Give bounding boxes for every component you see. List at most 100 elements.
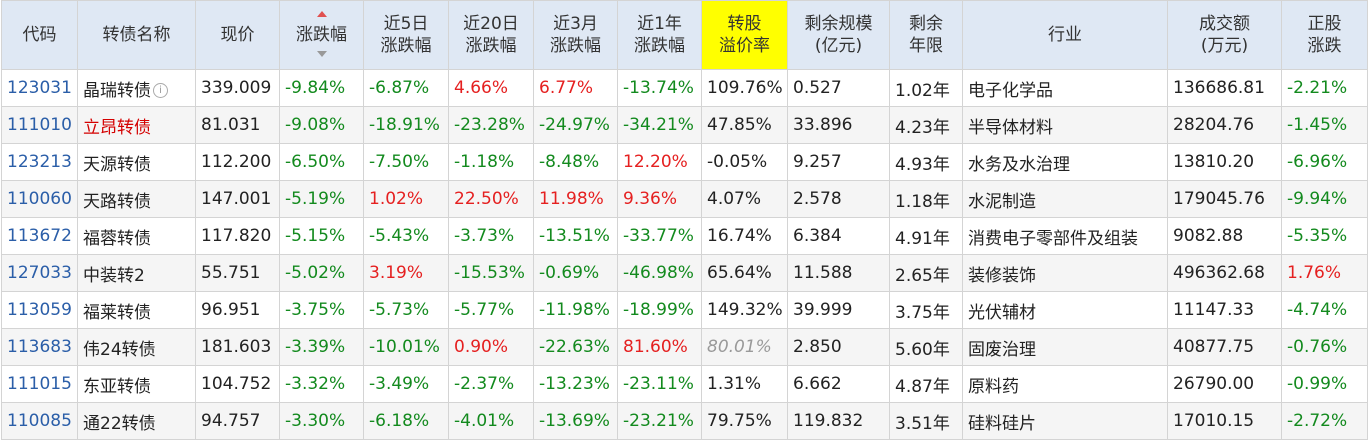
change-20d-cell: -4.01% [448, 402, 534, 440]
table-row[interactable]: 113059 福莱转债 96.951 -3.75% -5.73% -5.77% -11.98… [1, 291, 1368, 329]
change-20d-cell-text: 4.66% [454, 78, 509, 98]
header-1y-change[interactable]: 近1年 涨跌幅 [617, 0, 702, 70]
bond-code-link[interactable]: 113683 [1, 328, 78, 366]
table-row[interactable]: 111015 东亚转债 104.752 -3.32% -3.49% -2.37% -13.2… [1, 365, 1368, 403]
header-stock-change[interactable]: 正股 涨跌 [1281, 0, 1368, 70]
bond-name-link[interactable]: 天路转债 [77, 180, 196, 218]
volume-cell: 17010.15 [1167, 402, 1282, 440]
bond-code-link-text[interactable]: 127033 [7, 263, 72, 283]
sort-indicator: 涨跌幅 [296, 11, 347, 57]
header-industry-label: 行业 [1048, 25, 1082, 45]
header-3m-change[interactable]: 近3月 涨跌幅 [533, 0, 618, 70]
bond-code-link-text[interactable]: 113059 [7, 300, 72, 320]
bond-name-link-text[interactable]: 中装转2 [83, 265, 145, 286]
header-name-label: 转债名称 [102, 25, 171, 45]
table-row[interactable]: 110060 天路转债 147.001 -5.19% 1.02% 22.50% 11.98%… [1, 180, 1368, 218]
table-row[interactable]: 123213 天源转债 112.200 -6.50% -7.50% -1.18% -8.48… [1, 143, 1368, 181]
change-20d-cell: -23.28% [448, 106, 534, 144]
industry-cell-text: 原料药 [968, 376, 1019, 397]
change-3m-cell: 6.77% [533, 69, 618, 107]
header-volume[interactable]: 成交额 (万元) [1167, 0, 1282, 70]
price-cell-text: 94.757 [201, 411, 261, 431]
header-20d-change[interactable]: 近20日 涨跌幅 [448, 0, 534, 70]
bond-code-link-text[interactable]: 113683 [7, 337, 72, 357]
header-industry[interactable]: 行业 [962, 0, 1168, 70]
header-scale[interactable]: 剩余规模 (亿元) [787, 0, 890, 70]
bond-code-link[interactable]: 123031 [1, 69, 78, 107]
bond-code-link-text[interactable]: 113672 [7, 226, 72, 246]
bond-code-link[interactable]: 110085 [1, 402, 78, 440]
change-20d-cell-text: 0.90% [454, 337, 509, 357]
term-cell: 5.60年 [889, 328, 963, 366]
change-20d-cell-text: -3.73% [454, 226, 515, 246]
info-icon[interactable]: i [153, 83, 168, 98]
table-row[interactable]: 127033 中装转2 55.751 -5.02% 3.19% -15.53% -0.69%… [1, 254, 1368, 292]
scale-cell: 11.588 [787, 254, 890, 292]
bond-name-link[interactable]: 立昂转债 [77, 106, 196, 144]
bond-name-link[interactable]: 通22转债 [77, 402, 196, 440]
change-5d-cell: 1.02% [363, 180, 449, 218]
header-code[interactable]: 代码 [1, 0, 78, 70]
term-cell: 4.23年 [889, 106, 963, 144]
bond-code-link-text[interactable]: 111015 [7, 374, 72, 394]
bond-name-link[interactable]: 东亚转债 [77, 365, 196, 403]
table-row[interactable]: 123031 晶瑞转债 i 339.009 -9.84% -6.87% 4.66% 6.77%… [1, 69, 1368, 107]
bond-code-link[interactable]: 123213 [1, 143, 78, 181]
header-row: 代码 转债名称 现价 涨跌幅 近5日 涨跌幅 近20日 涨跌幅 近3月 涨跌幅 近1年… [1, 0, 1368, 70]
header-5d-change[interactable]: 近5日 涨跌幅 [363, 0, 449, 70]
change-cell-text: -3.39% [285, 337, 346, 357]
bond-code-link-text[interactable]: 110060 [7, 189, 72, 209]
change-5d-cell: 3.19% [363, 254, 449, 292]
volume-cell: 179045.76 [1167, 180, 1282, 218]
header-name[interactable]: 转债名称 [77, 0, 196, 70]
bond-code-link-text[interactable]: 110085 [7, 411, 72, 431]
bond-name-link[interactable]: 伟24转债 [77, 328, 196, 366]
change-20d-cell-text: -1.18% [454, 152, 515, 172]
bond-code-link[interactable]: 113672 [1, 217, 78, 255]
bond-name-link-text[interactable]: 伟24转债 [83, 339, 156, 360]
bond-name-link-text[interactable]: 福莱转债 [83, 302, 151, 323]
bond-name-link-text[interactable]: 通22转债 [83, 413, 156, 434]
premium-cell: 65.64% [701, 254, 788, 292]
scale-cell-text: 2.850 [793, 337, 842, 357]
bond-code-link-text[interactable]: 123031 [7, 78, 72, 98]
bond-code-link[interactable]: 113059 [1, 291, 78, 329]
bond-name-link-text[interactable]: 天路转债 [83, 191, 151, 212]
table-row[interactable]: 110085 通22转债 94.757 -3.30% -6.18% -4.01% -13.6… [1, 402, 1368, 440]
header-premium[interactable]: 转股 溢价率 [701, 0, 788, 70]
bond-code-link-text[interactable]: 111010 [7, 115, 72, 135]
bond-name-link[interactable]: 福蓉转债 [77, 217, 196, 255]
header-term[interactable]: 剩余 年限 [889, 0, 963, 70]
change-3m-cell: -8.48% [533, 143, 618, 181]
bond-name-link-text[interactable]: 东亚转债 [83, 376, 151, 397]
header-change-label: 涨跌幅 [296, 25, 347, 45]
change-5d-cell-text: -6.18% [369, 411, 430, 431]
bond-name-link[interactable]: 晶瑞转债 i [77, 69, 196, 107]
bond-code-link[interactable]: 111010 [1, 106, 78, 144]
premium-cell-text: 80.01% [707, 337, 772, 357]
bond-code-link[interactable]: 111015 [1, 365, 78, 403]
scale-cell-text: 39.999 [793, 300, 853, 320]
bond-code-link[interactable]: 110060 [1, 180, 78, 218]
change-20d-cell-text: -5.77% [454, 300, 515, 320]
bond-name-link[interactable]: 福莱转债 [77, 291, 196, 329]
bond-name-link[interactable]: 天源转债 [77, 143, 196, 181]
bond-code-link[interactable]: 127033 [1, 254, 78, 292]
change-5d-cell: -3.49% [363, 365, 449, 403]
bond-name-link-text[interactable]: 晶瑞转债 [83, 80, 151, 101]
bond-name-link-text[interactable]: 天源转债 [83, 154, 151, 175]
table-row[interactable]: 113672 福蓉转债 117.820 -5.15% -5.43% -3.73% -13.5… [1, 217, 1368, 255]
header-price[interactable]: 现价 [195, 0, 280, 70]
table-row[interactable]: 111010 立昂转债 81.031 -9.08% -18.91% -23.28% -24.… [1, 106, 1368, 144]
header-change[interactable]: 涨跌幅 [279, 0, 364, 70]
bond-code-link-text[interactable]: 123213 [7, 152, 72, 172]
bond-name-link[interactable]: 中装转2 [77, 254, 196, 292]
price-cell: 339.009 [195, 69, 280, 107]
bond-name-link-text[interactable]: 福蓉转债 [83, 228, 151, 249]
bond-name-link-text[interactable]: 立昂转债 [83, 117, 151, 138]
table-row[interactable]: 113683 伟24转债 181.603 -3.39% -10.01% 0.90% -22.… [1, 328, 1368, 366]
header-stock-line2: 涨跌 [1307, 36, 1342, 56]
sort-asc-icon [316, 11, 327, 17]
industry-cell-text: 水泥制造 [968, 191, 1036, 212]
scale-cell: 2.578 [787, 180, 890, 218]
